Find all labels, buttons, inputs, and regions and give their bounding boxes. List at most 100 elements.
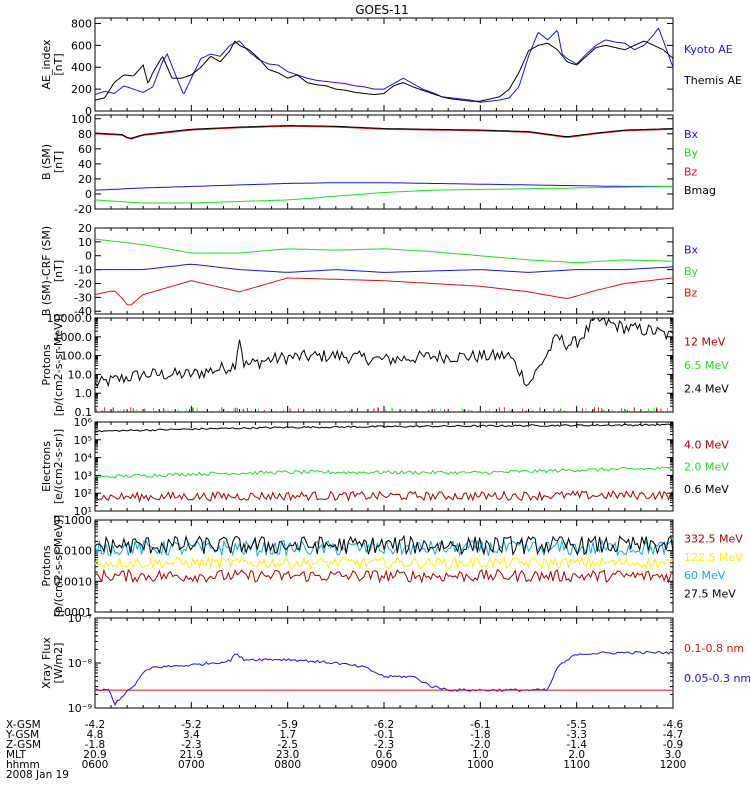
series-line xyxy=(94,125,674,140)
y-tick-label: 0.1 xyxy=(75,406,93,419)
legend-label: Kyoto AE xyxy=(684,43,733,56)
row-label: Y-GSM xyxy=(5,729,39,741)
row-value: -6.1 xyxy=(470,719,491,731)
row-value: 23.0 xyxy=(276,749,299,761)
panel-2: -20 0 20 40 60 80 100 B (SM)[nT] Bx By Bz Bmag xyxy=(40,113,716,216)
y-tick-label: 10⁶ xyxy=(74,416,93,429)
panel-frame xyxy=(94,317,674,413)
legend-label: By xyxy=(684,147,699,160)
row-value: -0.1 xyxy=(374,729,395,741)
legend-label: 332.5 MeV xyxy=(684,532,743,545)
y-tick-label: 0 xyxy=(85,188,92,201)
chart-title: GOES-11 xyxy=(355,3,409,17)
row-value: 1000 xyxy=(467,759,494,771)
y-tick-label: -30 xyxy=(74,291,92,304)
series-line xyxy=(94,466,674,479)
series-line xyxy=(94,125,674,139)
y-tick-label: 200 xyxy=(71,83,92,96)
legend-label: Bx xyxy=(684,128,699,141)
orbit-time-labels: X-GSM -4.2 -5.2 -5.9 -6.2 -6.1 -5.5 -4.6 Y-GSM 4.… xyxy=(5,719,686,781)
row-value: -1.8 xyxy=(85,739,106,751)
panel-5: 10¹ 10² 10³ 10⁴ 10⁵ 10⁶ Electrons[e/(cm2-s-sr)… xyxy=(40,416,729,518)
y-tick-label: 10³ xyxy=(74,469,92,482)
panel-frame xyxy=(94,421,674,512)
panel-frame xyxy=(94,17,674,112)
row-value: 4.8 xyxy=(87,729,104,741)
series-line xyxy=(94,555,674,570)
row-value: -0.9 xyxy=(663,739,684,751)
row-value: 20.9 xyxy=(83,749,106,761)
panel-frame xyxy=(94,227,674,315)
series-line xyxy=(94,423,674,433)
y-tick-label: 20 xyxy=(78,222,92,235)
row-value: -5.9 xyxy=(277,719,298,731)
y-axis-label: Xray Flux[W/m2] xyxy=(40,637,65,689)
y-tick-label: 10⁻⁸ xyxy=(68,657,93,670)
y-tick-label: 0 xyxy=(85,250,92,263)
row-value: -1.4 xyxy=(566,739,587,751)
panel-6: 0.0001 0.0010 0.0100 0.1000Protons[p/(cm2-s… xyxy=(40,514,743,619)
row-value: 0600 xyxy=(82,759,109,771)
legend-label: 0.6 MeV xyxy=(684,483,729,496)
row-value: -2.3 xyxy=(374,739,395,751)
y-tick-label: 100 xyxy=(71,113,92,126)
y-tick-label: 40 xyxy=(78,158,92,171)
y-tick-label: 0.1000 xyxy=(54,514,93,527)
row-value: -2.0 xyxy=(470,739,491,751)
legend-label: 27.5 MeV xyxy=(684,588,736,601)
legend-label: 0.1-0.8 nm xyxy=(684,642,744,655)
y-tick-label: 10⁻⁹ xyxy=(68,702,92,715)
legend-label: Bx xyxy=(684,244,699,257)
row-value: 0.6 xyxy=(376,749,393,761)
y-tick-label: -20 xyxy=(74,203,92,216)
legend-label: Bz xyxy=(684,165,698,178)
y-axis-label: AE_index[nT] xyxy=(40,39,65,90)
series-line xyxy=(95,263,674,273)
y-tick-label: 10 xyxy=(78,236,92,249)
series-line xyxy=(94,568,674,584)
y-axis-label: Protons[p/(cm2-s-sr-MeV)] xyxy=(40,314,65,417)
y-tick-label: 10000.0 xyxy=(47,312,93,325)
row-value: -2.3 xyxy=(181,739,202,751)
series-line xyxy=(94,182,673,191)
row-value: 1.0 xyxy=(472,749,489,761)
row-value: -2.5 xyxy=(277,739,298,751)
series-line xyxy=(94,317,674,388)
row-value: -5.5 xyxy=(566,719,587,731)
y-tick-label: 10.0 xyxy=(68,368,93,381)
panel-4: 0.1 1.0 10.0 100.0 1000.0 10000.0Protons[p/(c… xyxy=(40,312,729,419)
row-value: 0900 xyxy=(371,759,398,771)
row-value: -3.3 xyxy=(566,729,587,741)
row-value: 1.7 xyxy=(279,729,296,741)
y-tick-label: 100.0 xyxy=(61,350,93,363)
row-value: 21.9 xyxy=(180,749,203,761)
row-value: 0700 xyxy=(178,759,205,771)
series-line xyxy=(95,407,672,412)
row-value: -5.2 xyxy=(181,719,202,731)
y-tick-label: 600 xyxy=(71,39,92,52)
row-value: -1.8 xyxy=(470,729,491,741)
y-tick-label: 10⁴ xyxy=(74,452,93,465)
date-label: 2008 Jan 19 xyxy=(6,769,69,781)
row-value: 1100 xyxy=(563,759,590,771)
row-value: -4.2 xyxy=(85,719,106,731)
legend-label: Themis AE xyxy=(683,74,742,87)
row-value: 3.0 xyxy=(665,749,682,761)
series-line xyxy=(94,538,674,558)
y-tick-label: 1.0 xyxy=(75,387,93,400)
y-tick-label: -20 xyxy=(74,277,92,290)
y-axis-label: Electrons[e/(cm2-s-sr)] xyxy=(40,429,65,504)
row-value: 2.0 xyxy=(568,749,585,761)
legend-label: 2.0 MeV xyxy=(684,461,729,474)
legend-label: 0.05-0.3 nm xyxy=(684,672,750,685)
row-value: 0800 xyxy=(274,759,301,771)
y-tick-label: 10⁻⁷ xyxy=(68,612,92,625)
y-tick-label: 0 xyxy=(85,105,92,118)
row-value: -4.7 xyxy=(663,729,684,741)
y-axis-label: Protons[p/(cm2-s-sr-MeV)] xyxy=(40,515,65,618)
row-value: -6.2 xyxy=(374,719,395,731)
series-line xyxy=(94,489,674,504)
y-tick-label: 80 xyxy=(78,128,92,141)
